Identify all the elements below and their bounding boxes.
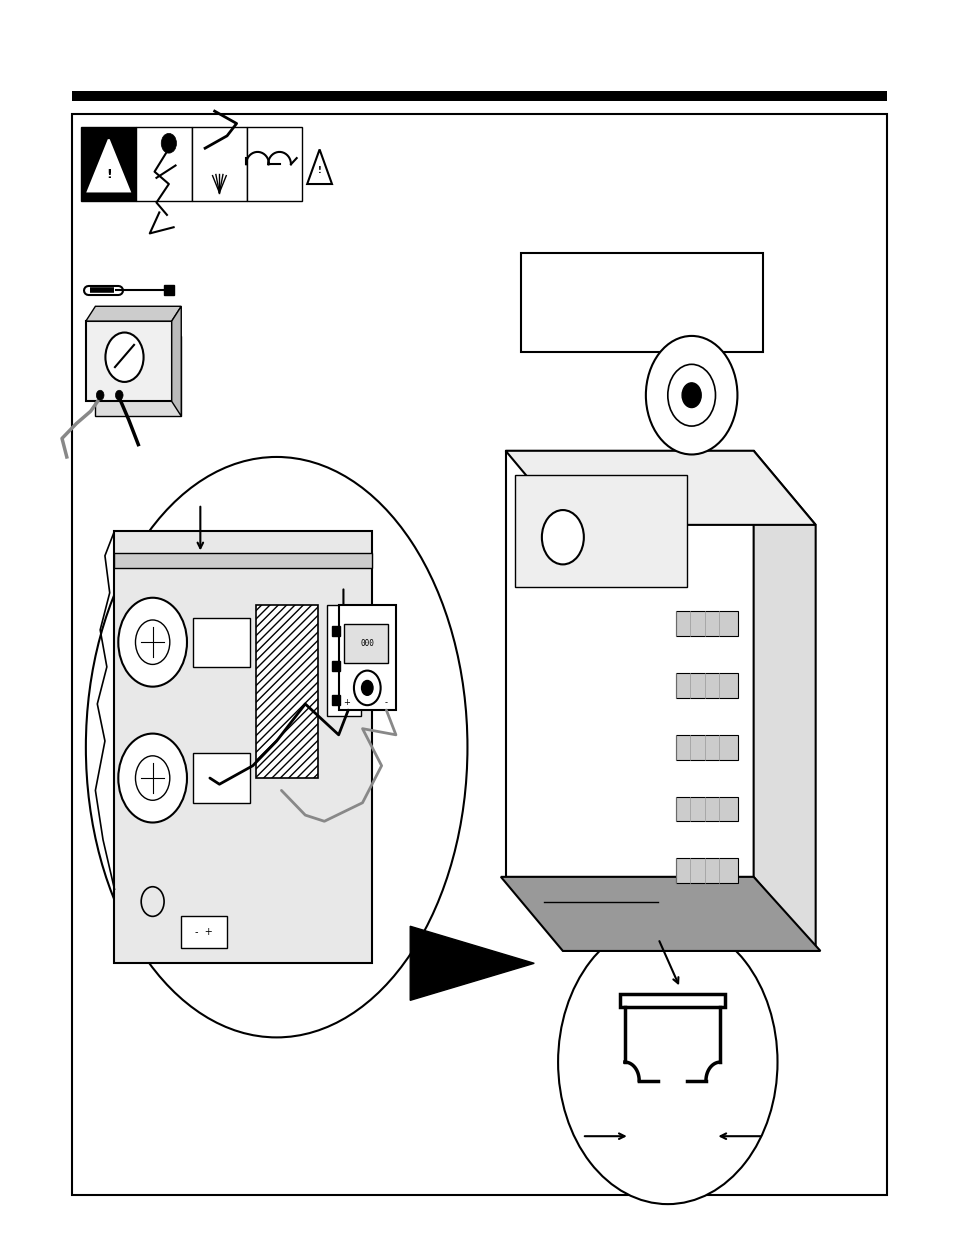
Circle shape (135, 756, 170, 800)
Bar (676, 858, 738, 883)
Bar (505, 451, 753, 877)
Circle shape (118, 734, 187, 823)
Circle shape (541, 510, 583, 564)
Circle shape (361, 680, 373, 695)
Text: !: ! (106, 168, 112, 180)
Circle shape (118, 598, 187, 687)
Bar (332, 695, 339, 705)
Bar (619, 994, 724, 1007)
Bar (86, 321, 172, 401)
Circle shape (681, 383, 700, 408)
Text: !: ! (317, 165, 321, 175)
Circle shape (96, 390, 104, 400)
Bar (114, 531, 372, 963)
Bar (71, 114, 886, 1195)
Bar (255, 605, 317, 778)
Polygon shape (410, 926, 534, 1000)
Bar (332, 661, 339, 671)
Bar (676, 735, 738, 760)
Ellipse shape (86, 457, 467, 1037)
Bar (136, 127, 192, 201)
Bar (520, 253, 762, 352)
Bar (192, 127, 247, 201)
Polygon shape (86, 306, 181, 321)
Polygon shape (753, 451, 815, 951)
Polygon shape (505, 451, 815, 525)
Bar (344, 624, 388, 663)
Bar (247, 127, 302, 201)
Circle shape (645, 336, 737, 454)
Text: -: - (384, 698, 388, 708)
Text: 000: 000 (360, 638, 374, 648)
Circle shape (667, 364, 715, 426)
Polygon shape (88, 140, 130, 191)
Bar (181, 916, 227, 948)
Circle shape (105, 332, 143, 382)
Bar (95, 336, 181, 416)
Circle shape (135, 620, 170, 664)
Circle shape (115, 390, 123, 400)
Bar (71, 91, 886, 101)
Bar (332, 626, 339, 636)
Bar (164, 285, 173, 295)
Bar (114, 553, 372, 568)
Circle shape (161, 133, 176, 153)
Polygon shape (500, 877, 820, 951)
Bar (327, 605, 360, 716)
Polygon shape (172, 306, 181, 416)
Bar (338, 605, 395, 710)
Text: +: + (342, 698, 350, 708)
Circle shape (558, 920, 777, 1204)
Bar (676, 673, 738, 698)
Bar (676, 797, 738, 821)
Bar (81, 127, 136, 201)
Text: -  +: - + (195, 927, 213, 937)
Bar (193, 618, 250, 667)
Bar (193, 753, 250, 803)
Bar (515, 475, 686, 587)
Bar (676, 611, 738, 636)
